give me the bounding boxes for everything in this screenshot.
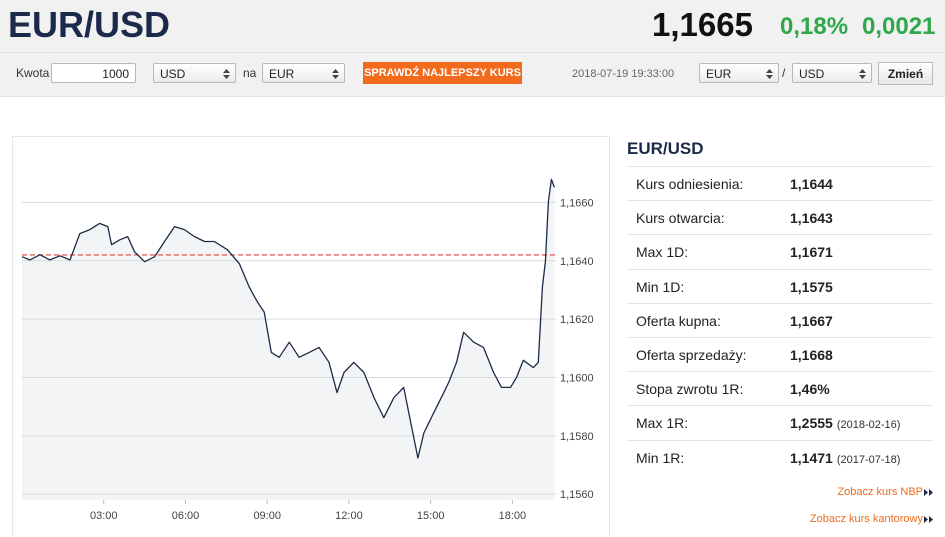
stat-value: 1,1644 (790, 176, 833, 192)
header-separator (0, 52, 945, 53)
stat-label: Min 1D: (636, 278, 685, 295)
stat-number: 1,1471 (790, 449, 833, 466)
stat-number: 1,1644 (790, 176, 833, 192)
area (22, 179, 555, 500)
stat-number: 1,2555 (790, 415, 833, 432)
stat-label: Stopa zwrotu 1R: (636, 381, 744, 398)
stats-row: Min 1D: 1,1575 (627, 268, 933, 304)
chart: 1,1560 1,1580 1,1600 1,1620 1,1640 1,1660 03:0… (21, 178, 594, 522)
quote-value: USD (799, 67, 825, 81)
y-tick-label: 1,1660 (560, 197, 594, 209)
stat-label: Oferta kupna: (636, 312, 721, 329)
y-tick-label: 1,1560 (560, 489, 594, 501)
stat-number: 1,46% (790, 381, 830, 398)
stats-row: Kurs odniesienia: 1,1644 (627, 166, 933, 201)
base-select[interactable]: EUR (699, 63, 779, 83)
stat-label: Oferta sprzedaży: (636, 347, 747, 363)
stat-number: 1,1671 (790, 244, 833, 261)
to-value: EUR (269, 67, 295, 81)
stat-value: 1,1575 (790, 279, 833, 295)
price: 1,1665 (652, 6, 753, 43)
stat-label: Min 1R: (636, 449, 685, 466)
x-tick-label: 09:00 (253, 510, 281, 522)
timestamp: 2018-07-19 19:33:00 (572, 68, 675, 80)
quote-select[interactable]: USD (792, 63, 872, 83)
to-label: na (243, 66, 257, 80)
pair-separator: / (782, 66, 786, 80)
stats-row: Max 1D: 1,1671 (627, 234, 933, 269)
stats-row: Kurs otwarcia: 1,1643 (627, 200, 933, 235)
stat-value: 1,1667 (790, 313, 833, 329)
price-line (21, 178, 556, 459)
stat-label: Max 1D: (636, 244, 689, 261)
stat-label: Kurs otwarcia: (636, 210, 725, 227)
change-button[interactable]: Zmień (878, 62, 933, 85)
stats-row: Min 1R: 1,1471 (2017-07-18) (627, 439, 933, 475)
y-tick-label: 1,1640 (560, 256, 594, 268)
x-tick-label: 03:00 (90, 510, 118, 522)
best-rate-button[interactable]: SPRAWDŹ NAJLEPSZY KURS (363, 62, 522, 84)
stat-label: Max 1R: (636, 415, 689, 432)
stat-number: 1,1575 (790, 278, 833, 295)
amount-input[interactable]: 1000 (51, 63, 136, 83)
amount-label: Kwota (16, 66, 50, 80)
stat-date: (2018-02-16) (836, 419, 901, 432)
select-arrows (332, 69, 339, 79)
from-select[interactable]: USD (153, 63, 236, 83)
pair-title: EUR/USD (8, 4, 171, 45)
stat-date: (2017-07-18) (836, 453, 901, 466)
select-arrows (223, 69, 230, 79)
chart-panel (12, 136, 610, 537)
stat-number: 1,1667 (790, 312, 833, 329)
stat-value: 1,1471 (2017-07-18) (790, 450, 900, 466)
stat-value: 1,1668 (790, 347, 833, 363)
select-arrows (766, 69, 773, 79)
change-pct: 0,18% (780, 13, 849, 40)
x-tick-label: 15:00 (417, 510, 445, 522)
stat-label: Kurs odniesienia: (636, 176, 744, 192)
from-value: USD (160, 67, 186, 81)
stat-number: 1,1643 (790, 210, 833, 227)
select-arrows (859, 69, 866, 79)
stat-number: 1,1668 (790, 347, 833, 363)
y-tick-label: 1,1580 (560, 431, 594, 443)
y-tick-label: 1,1600 (560, 372, 594, 384)
x-tick-label: 06:00 (172, 510, 200, 522)
stat-value: 1,46% (790, 381, 830, 397)
nbp-link[interactable]: Zobacz kurs NBP (837, 486, 923, 498)
stat-value: 1,2555 (2018-02-16) (790, 415, 900, 431)
base-value: EUR (706, 67, 732, 81)
y-tick-label: 1,1620 (560, 314, 594, 326)
x-tick-label: 18:00 (499, 510, 527, 522)
stat-value: 1,1671 (790, 244, 833, 260)
kantor-link[interactable]: Zobacz kurs kantorowy (809, 513, 923, 525)
to-select[interactable]: EUR (262, 63, 345, 83)
stats-row: Oferta kupna: 1,1667 (627, 302, 933, 338)
stat-value: 1,1643 (790, 210, 833, 226)
link-arrows (924, 516, 933, 523)
link-arrows (924, 489, 933, 496)
stats-row: Oferta sprzedaży: 1,1668 (627, 337, 933, 372)
x-tick-label: 12:00 (335, 510, 363, 522)
stats-row: Stopa zwrotu 1R: 1,46% (627, 371, 933, 406)
stats-row: Max 1R: 1,2555 (2018-02-16) (627, 405, 933, 440)
stats-title: EUR/USD (627, 139, 704, 158)
change-abs: 0,0021 (862, 13, 936, 40)
